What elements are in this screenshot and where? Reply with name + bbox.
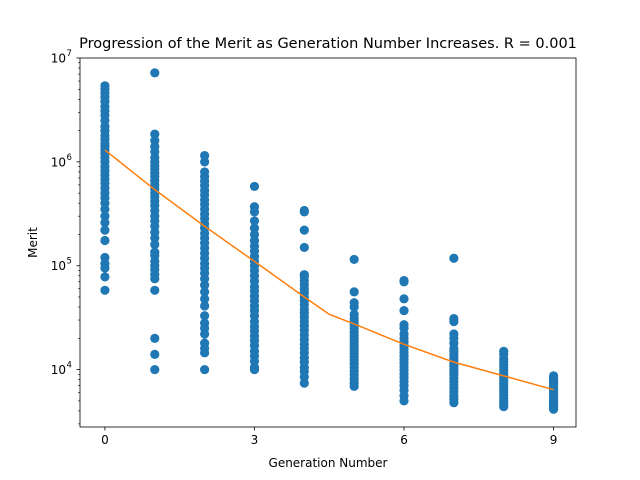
axes-frame	[79, 57, 577, 428]
y-tick-exponent: 7	[67, 49, 72, 59]
scatter-point	[200, 157, 210, 167]
y-tick-label: 10	[51, 52, 66, 66]
x-axis-label: Generation Number	[269, 456, 388, 470]
scatter-point	[200, 280, 210, 290]
scatter-point	[200, 274, 210, 284]
scatter-point	[100, 285, 110, 295]
y-tick-label: 10	[51, 155, 66, 169]
scatter-point	[349, 302, 359, 312]
plot-area	[79, 57, 577, 428]
y-tick-label: 10	[51, 363, 66, 377]
scatter-point	[100, 211, 110, 221]
scatter-point	[399, 294, 409, 304]
scatter-point	[399, 305, 409, 316]
scatter-point	[449, 253, 459, 263]
scatter-point	[548, 404, 559, 414]
scatter-point	[200, 311, 210, 321]
scatter-point	[449, 398, 459, 408]
x-tick-label: 3	[251, 433, 259, 447]
scatter-point	[249, 207, 260, 217]
scatter-point	[299, 225, 309, 235]
scatter-point	[150, 274, 160, 284]
scatter-point	[200, 294, 210, 304]
trend-line	[104, 149, 554, 391]
x-axis: 0 3 6 9	[101, 427, 557, 447]
scatter-point	[249, 223, 260, 233]
scatter-point	[249, 364, 260, 375]
scatter-point	[399, 277, 409, 287]
scatter-point	[349, 254, 359, 265]
scatter-point	[100, 272, 110, 282]
scatter-point	[150, 233, 160, 243]
scatter-point	[150, 239, 160, 250]
scatter-point	[499, 402, 509, 412]
scatter-point	[150, 68, 160, 78]
scatter-point	[200, 287, 210, 297]
scatter-point	[299, 207, 309, 217]
scatter-point	[150, 349, 160, 359]
scatter-point	[150, 129, 160, 139]
scatter-series	[100, 68, 559, 414]
scatter-point	[299, 378, 309, 388]
scatter-point	[150, 333, 160, 343]
y-tick-exponent: 5	[67, 257, 72, 267]
scatter-point	[449, 316, 459, 327]
scatter-point	[249, 181, 260, 192]
x-tick-label: 6	[400, 433, 408, 447]
scatter-point	[200, 348, 210, 358]
y-tick-label: 10	[51, 259, 66, 273]
scatter-point	[299, 242, 309, 253]
scatter-point	[100, 204, 110, 214]
y-tick-exponent: 4	[67, 361, 72, 371]
scatter-point	[399, 396, 409, 406]
scatter-point	[200, 329, 210, 339]
scatter-point	[349, 287, 359, 297]
scatter-point	[100, 218, 110, 228]
scatter-point	[349, 381, 359, 391]
scatter-point	[150, 285, 160, 295]
scatter-point	[100, 263, 110, 273]
chart-title: Progression of the Merit as Generation N…	[79, 36, 577, 52]
x-tick-label: 0	[101, 433, 109, 447]
x-tick-label: 9	[550, 433, 558, 447]
scatter-point	[200, 150, 210, 161]
y-axis-label: Merit	[26, 227, 40, 258]
scatter-point	[100, 225, 110, 235]
scatter-point	[150, 364, 160, 375]
scatter-point	[249, 216, 260, 226]
scatter-point	[200, 301, 210, 311]
y-tick-exponent: 6	[67, 153, 72, 163]
scatter-point	[200, 364, 210, 375]
scatter-point	[100, 235, 110, 246]
